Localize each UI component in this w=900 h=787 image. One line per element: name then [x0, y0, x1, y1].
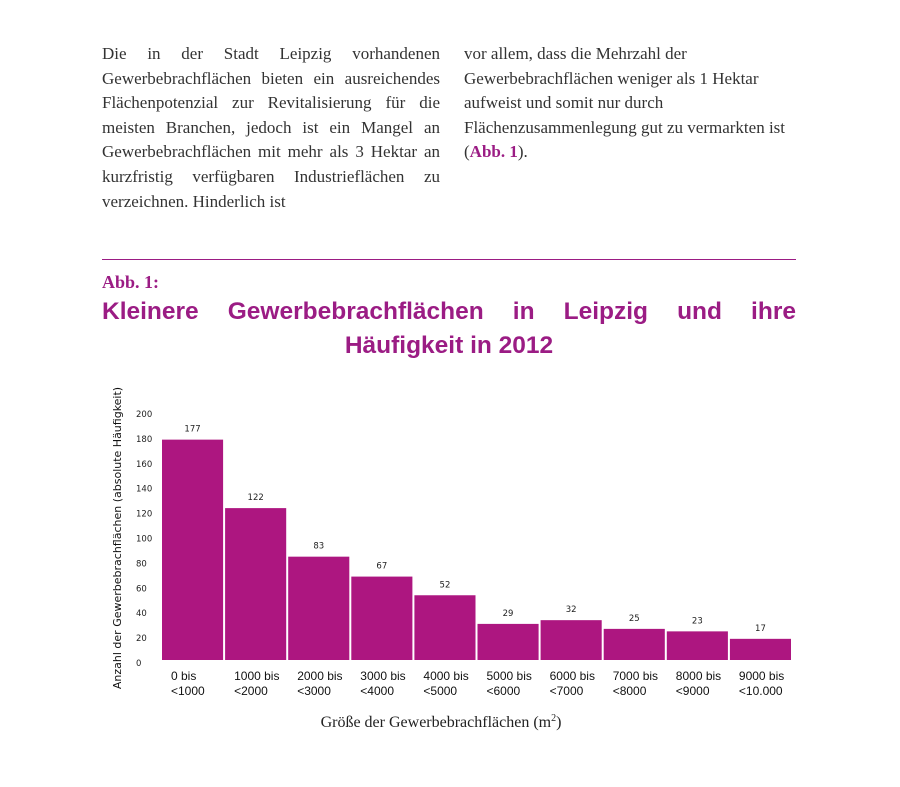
category-label: <3000 [297, 684, 331, 698]
bar [351, 576, 413, 660]
body-text-left-column: Die in der Stadt Leipzig vorhandenen Gew… [102, 42, 440, 214]
figure-title-line-2: Häufigkeit in 2012 [344, 332, 554, 359]
category-label: 4000 bis [423, 669, 468, 683]
category-label: <8000 [613, 684, 647, 698]
figure-reference-link[interactable]: Abb. 1 [469, 142, 518, 162]
category-label: <7000 [550, 684, 584, 698]
category-label: 7000 bis [613, 669, 658, 683]
ref-open: ( [464, 142, 470, 162]
category-label: <6000 [487, 684, 521, 698]
y-tick-label: 160 [136, 460, 152, 470]
bar [288, 556, 350, 660]
ref-close: ). [517, 142, 528, 162]
body-text-right: vor allem, dass die Mehrzahl der Gewerbe… [464, 44, 786, 137]
data-label: 83 [313, 542, 324, 552]
data-labels: 177 122 83 67 52 29 32 25 23 17 [184, 425, 765, 634]
y-tick-label: 200 [136, 410, 152, 420]
bar [477, 623, 539, 660]
bars [162, 439, 791, 660]
y-axis-ticks: 0 20 40 60 80 100 120 140 160 180 200 [136, 410, 152, 669]
y-tick-label: 20 [136, 634, 147, 644]
category-label: <1000 [171, 684, 205, 698]
data-label: 29 [503, 609, 514, 619]
data-label: 52 [440, 580, 451, 590]
category-label: 2000 bis [297, 669, 342, 683]
x-axis-label-main: Größe der Gewerbebrachflächen (m [321, 714, 552, 731]
y-tick-label: 180 [136, 435, 152, 445]
category-label: 0 bis [171, 669, 196, 683]
bar [603, 628, 665, 660]
y-tick-label: 40 [136, 609, 147, 619]
bar [414, 595, 476, 660]
figure-title-line-1: Kleinere Gewerbebrachflächen in Leipzig … [102, 298, 796, 325]
data-label: 25 [629, 614, 640, 624]
bar [666, 631, 728, 660]
body-text-right-column: vor allem, dass die Mehrzahl der Gewerbe… [464, 42, 802, 165]
y-axis-label: Anzahl der Gewerbebrachflächen (absolute… [111, 387, 124, 689]
y-tick-label: 140 [136, 485, 152, 495]
data-label: 67 [376, 562, 387, 572]
y-tick-label: 60 [136, 584, 147, 594]
data-label: 177 [184, 425, 200, 435]
section-divider [102, 259, 796, 260]
category-label: <5000 [423, 684, 457, 698]
category-label: 3000 bis [360, 669, 405, 683]
body-text-left: Die in der Stadt Leipzig vorhandenen Gew… [102, 44, 440, 211]
bar [162, 439, 224, 660]
category-label: <4000 [360, 684, 394, 698]
x-axis-label: Größe der Gewerbebrachflächen (m2) [321, 713, 562, 731]
y-tick-label: 80 [136, 559, 147, 569]
category-label: <2000 [234, 684, 268, 698]
figure-label: Abb. 1: [102, 272, 160, 292]
category-label: 8000 bis [676, 669, 721, 683]
category-label: 9000 bis [739, 669, 784, 683]
y-tick-label: 100 [136, 535, 152, 545]
x-axis-label-sup: 2 [551, 713, 556, 724]
category-label: <9000 [676, 684, 710, 698]
category-labels: 0 bis<1000 1000 bis<2000 2000 bis<3000 3000… [171, 669, 784, 698]
category-label: 1000 bis [234, 669, 279, 683]
bar [540, 620, 602, 660]
data-label: 23 [692, 616, 703, 626]
data-label: 32 [566, 605, 577, 615]
bar [729, 638, 791, 660]
y-tick-label: 120 [136, 510, 152, 520]
category-label: 6000 bis [550, 669, 595, 683]
category-label: <10.000 [739, 684, 783, 698]
y-tick-label: 0 [136, 659, 141, 669]
data-label: 122 [248, 493, 264, 503]
data-label: 17 [755, 624, 766, 634]
bar [225, 508, 287, 660]
category-label: 5000 bis [487, 669, 532, 683]
x-axis-label-end: ) [556, 714, 561, 731]
